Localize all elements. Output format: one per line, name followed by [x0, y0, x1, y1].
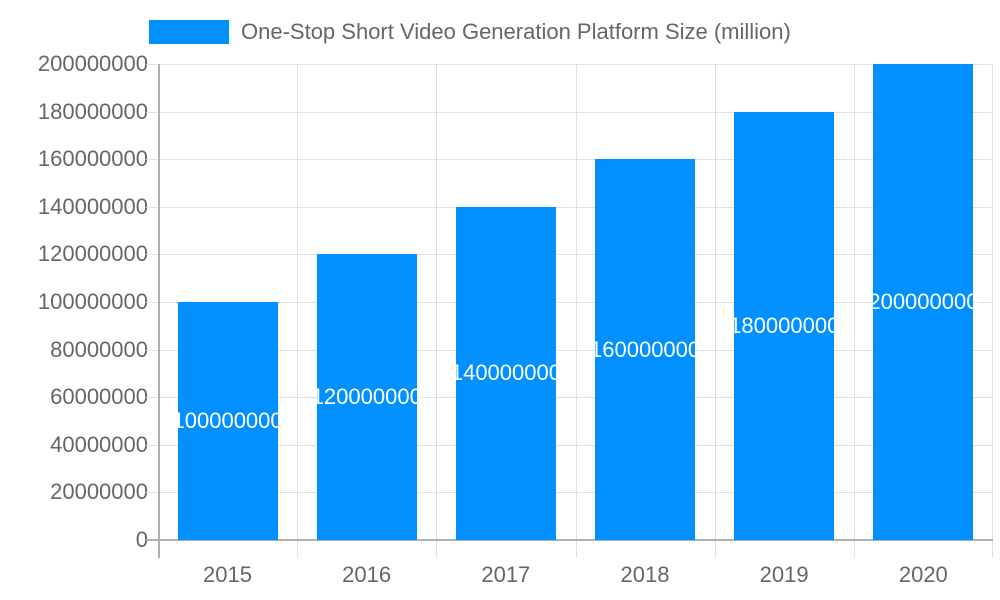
x-tick-label: 2015 [203, 562, 252, 587]
chart-legend[interactable]: One-Stop Short Video Generation Platform… [149, 18, 791, 46]
y-tick-label: 180000000 [37, 98, 148, 124]
y-tick-label: 40000000 [50, 431, 148, 457]
x-axis-line [146, 539, 993, 541]
y-tick-label: 60000000 [50, 384, 148, 410]
gridline-vertical [992, 64, 993, 558]
legend-swatch [149, 20, 229, 44]
y-tick-label: 200000000 [37, 51, 148, 76]
y-axis-line [158, 64, 160, 558]
gridline-horizontal [146, 397, 993, 399]
gridline-horizontal [146, 206, 993, 208]
bar-2016[interactable] [316, 254, 417, 540]
gridline-vertical [853, 64, 855, 558]
y-tick-label: 80000000 [50, 336, 148, 362]
gridline-vertical [714, 64, 716, 558]
gridline-horizontal [146, 349, 993, 351]
y-tick-label: 140000000 [37, 193, 148, 219]
gridline-horizontal [146, 492, 993, 494]
gridline-horizontal [146, 64, 993, 65]
bar-value-label: 160000000 [590, 336, 701, 362]
x-tick-label: 2020 [898, 562, 948, 587]
bar-2015[interactable] [177, 302, 278, 540]
bar-value-label: 100000000 [172, 408, 283, 433]
x-tick-label: 2017 [481, 562, 531, 587]
plot-area: 100000000 120000000 140000000 160000000 1800… [146, 64, 993, 558]
bar-value-label: 180000000 [729, 312, 840, 338]
legend-label: One-Stop Short Video Generation Platform… [241, 19, 791, 44]
bar-2018[interactable] [595, 159, 696, 540]
x-tick-label: 2019 [759, 562, 809, 587]
y-tick-label: 100000000 [37, 289, 148, 314]
gridline-horizontal [146, 111, 993, 113]
gridline-horizontal [146, 159, 993, 161]
y-axis-ticks: 0 20000000 40000000 60000000 80000000 1000000… [0, 0, 148, 552]
gridline-horizontal [146, 302, 993, 303]
bar-2017[interactable] [455, 206, 556, 540]
bar-2020[interactable] [873, 64, 974, 540]
bar-value-label: 200000000 [868, 289, 979, 314]
gridline-vertical [436, 64, 438, 558]
y-tick-label: 20000000 [50, 479, 148, 505]
bar-value-label: 120000000 [311, 384, 422, 410]
x-tick-label: 2016 [342, 562, 392, 587]
gridline-horizontal [146, 254, 993, 256]
y-tick-label: 120000000 [37, 241, 148, 267]
gridline-vertical [575, 64, 577, 558]
y-tick-label: 0 [135, 527, 148, 552]
y-tick-label: 160000000 [37, 146, 148, 172]
bar-2019[interactable] [734, 111, 835, 540]
gridline-horizontal [146, 444, 993, 446]
x-tick-label: 2018 [620, 562, 670, 587]
gridline-vertical [297, 64, 299, 558]
bar-value-label: 140000000 [450, 360, 561, 386]
